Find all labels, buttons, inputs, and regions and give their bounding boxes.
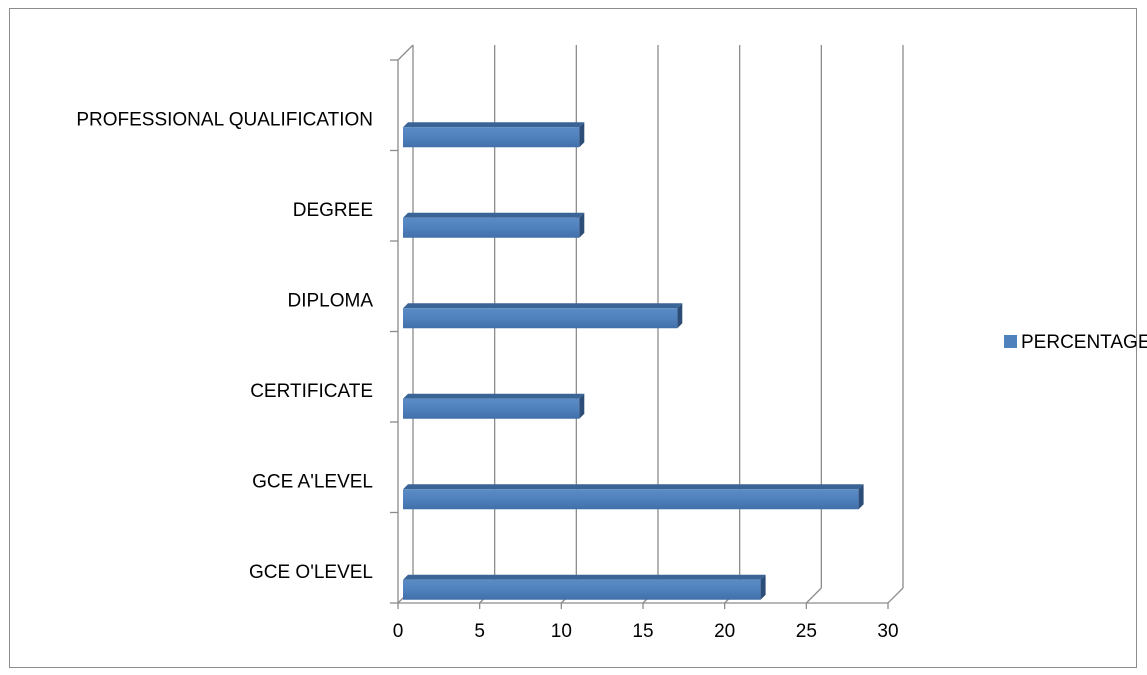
- x-tick-label: 0: [393, 621, 404, 642]
- bar-front-face: [403, 217, 580, 238]
- bar-end-face: [858, 484, 864, 510]
- bar-end-face: [579, 122, 585, 148]
- bar-end-face: [760, 574, 766, 600]
- bar-front-face: [403, 489, 859, 510]
- bar-top-face: [403, 574, 766, 580]
- bar: [403, 212, 585, 238]
- bar: [403, 122, 585, 148]
- bar-front-face: [403, 127, 580, 148]
- x-tick-label: 25: [796, 621, 817, 642]
- category-label: DIPLOMA: [287, 290, 373, 311]
- bar-end-face: [579, 393, 585, 419]
- side-wall-top: [397, 44, 414, 61]
- x-tick-label: 10: [551, 621, 572, 642]
- bar-front-face: [403, 308, 678, 329]
- labels: 0 5 10 15 20 25 30 GCE O'LEVEL GCE A'LEVEL CERTIF…: [76, 109, 898, 642]
- bar-top-face: [403, 212, 585, 218]
- bar-front-face: [403, 579, 761, 600]
- bar: [403, 574, 766, 600]
- bar-front-face: [403, 398, 580, 419]
- bar-top-face: [403, 303, 683, 309]
- category-label: DEGREE: [293, 200, 373, 221]
- floor-gridline: [887, 587, 904, 604]
- category-label: GCE A'LEVEL: [252, 471, 373, 492]
- bar: [403, 303, 683, 329]
- floor-gridline: [805, 587, 822, 604]
- bar-end-face: [579, 212, 585, 238]
- legend-label: PERCENTAGE: [1021, 332, 1147, 353]
- bar: [403, 484, 864, 510]
- bar-top-face: [403, 484, 864, 490]
- legend: PERCENTAGE: [1004, 332, 1147, 353]
- bar-top-face: [403, 393, 585, 399]
- category-label: CERTIFICATE: [250, 381, 373, 402]
- bar-end-face: [677, 303, 683, 329]
- chart-frame: [9, 8, 1137, 668]
- category-label: GCE O'LEVEL: [249, 562, 373, 583]
- bar: [403, 393, 585, 419]
- axes: [390, 44, 889, 609]
- bar-top-face: [403, 122, 585, 128]
- legend-swatch: [1004, 335, 1017, 348]
- category-label: PROFESSIONAL QUALIFICATION: [76, 109, 373, 130]
- x-tick-label: 20: [714, 621, 735, 642]
- x-tick-label: 15: [632, 621, 653, 642]
- x-tick-label: 30: [877, 621, 898, 642]
- x-tick-label: 5: [474, 621, 485, 642]
- bars: [403, 122, 864, 600]
